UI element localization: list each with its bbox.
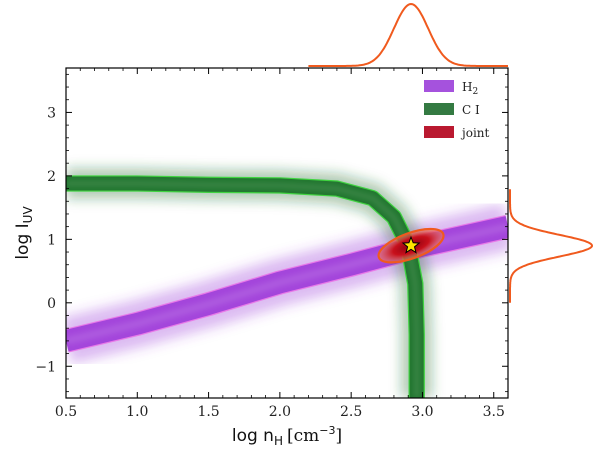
x-axis-label: log nH [cm−3] (232, 424, 342, 448)
marginal-y-curve (509, 189, 594, 303)
best-fit-star-marker (401, 235, 421, 254)
x-tick-label: 3.0 (411, 404, 433, 420)
x-tick-label: 0.5 (55, 404, 77, 420)
legend-swatch-c-i (424, 103, 454, 115)
legend-label: H2 (462, 80, 478, 97)
plot-frame (65, 67, 509, 399)
legend: H2 C I joint (424, 80, 490, 140)
x-tick-label: 2.5 (340, 404, 362, 420)
x-tick-label: 1.0 (126, 404, 148, 420)
y-tick-label: 0 (47, 296, 56, 312)
legend-label: C I (462, 103, 480, 117)
x-tick-label: 3.5 (483, 404, 505, 420)
y-tick-label: −1 (35, 359, 56, 375)
joint-contour (377, 227, 445, 264)
y-tick-label: 1 (47, 232, 56, 248)
band-sheen-c-i (66, 181, 420, 398)
y-tick-label: 2 (47, 169, 56, 185)
y-axis-label: log IUV (13, 206, 35, 260)
x-tick-label: 1.5 (197, 404, 219, 420)
legend-swatch-h2 (424, 80, 454, 92)
x-tick-label: 2.0 (269, 404, 291, 420)
y-tick-label: 3 (47, 105, 56, 121)
marginal-x-curve (308, 2, 508, 67)
plot-area: 0.5 1.0 1.5 2.0 2.5 3.0 3.5 −1 0 1 2 3 (35, 67, 509, 420)
legend-swatch-joint (424, 126, 454, 138)
legend-label: joint (460, 126, 490, 140)
